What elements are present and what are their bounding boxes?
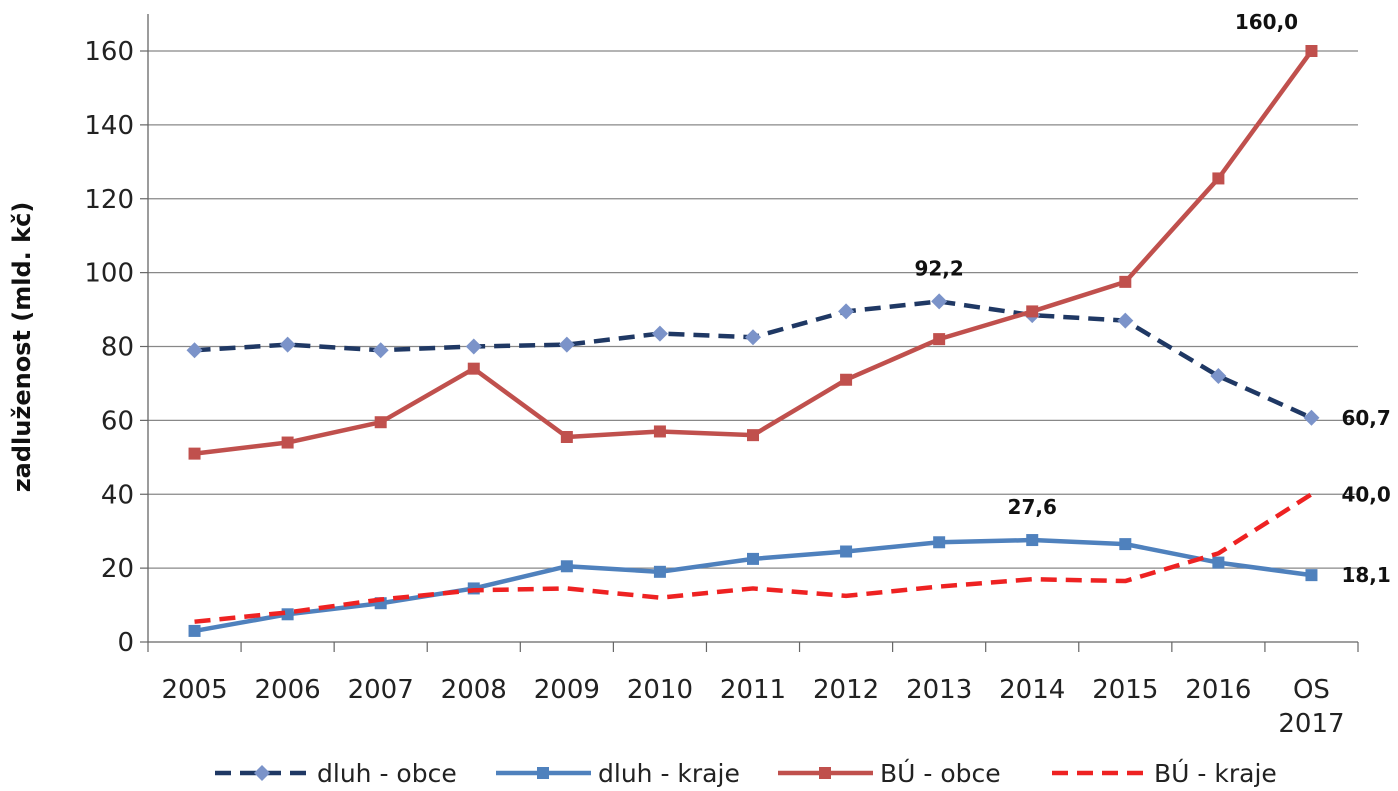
y-tick-label: 20 <box>101 554 134 584</box>
y-tick-label: 80 <box>101 333 134 363</box>
series-point <box>281 436 294 449</box>
y-axis-label: zadluženost (mld. kč) <box>8 202 36 493</box>
x-tick-label: 2010 <box>627 675 693 705</box>
series-point <box>1026 534 1039 547</box>
series-point <box>1117 312 1134 329</box>
series-point <box>374 416 387 429</box>
series-b-obce <box>188 45 1318 460</box>
series-b-kraje <box>194 492 1313 624</box>
series-point <box>467 362 480 375</box>
series-point <box>560 430 573 443</box>
x-tick-label: 2016 <box>1185 675 1251 705</box>
series-point <box>188 447 201 460</box>
y-tick-label: 40 <box>101 480 134 510</box>
series-point <box>653 425 666 438</box>
data-labels: 160,0 92,2 60,7 27,6 40,0 18,1 <box>914 10 1390 587</box>
series-point <box>747 552 759 565</box>
series-point <box>372 342 389 359</box>
series-point <box>186 342 203 359</box>
series-point <box>653 565 666 578</box>
x-tick-label: 2006 <box>255 675 321 705</box>
series-point <box>840 545 853 558</box>
legend-marker-point <box>254 765 270 781</box>
y-tick-label: 160 <box>84 37 134 67</box>
series-point <box>1119 275 1132 288</box>
legend-item: BÚ - obce <box>778 758 1001 788</box>
y-tick-label: 0 <box>117 628 134 658</box>
series-point <box>1305 569 1318 582</box>
y-tick-label: 140 <box>84 111 134 141</box>
y-tick-label: 120 <box>84 185 134 215</box>
axes <box>147 14 1358 643</box>
legend-label: BÚ - kraje <box>1154 758 1277 788</box>
data-label: 18,1 <box>1341 563 1390 587</box>
series-point <box>840 373 853 386</box>
y-axis-ticks: 0 20 40 60 80 100 120 140 160 <box>84 37 148 658</box>
series-point <box>933 333 946 346</box>
legend-label: dluh - kraje <box>598 759 740 788</box>
legend-label: BÚ - obce <box>880 758 1001 788</box>
series-point <box>465 338 482 355</box>
y-tick-label: 60 <box>101 406 134 436</box>
series-line <box>194 49 1314 456</box>
series-point <box>1026 305 1039 318</box>
legend-item: dluh - obce <box>215 759 457 788</box>
data-label: 160,0 <box>1235 10 1298 34</box>
x-tick-label: 2009 <box>534 675 600 705</box>
data-label: 60,7 <box>1341 406 1390 430</box>
series-point <box>745 329 761 346</box>
data-label: 40,0 <box>1341 482 1390 506</box>
series-point <box>747 429 759 442</box>
series-line <box>194 299 1313 420</box>
series-point <box>1305 45 1318 57</box>
legend-item: dluh - kraje <box>496 759 740 788</box>
series-point <box>651 325 668 342</box>
data-label: 27,6 <box>1008 495 1057 519</box>
series-dluh-kraje <box>188 534 1318 637</box>
y-tick-label: 100 <box>84 259 134 289</box>
series-point <box>188 624 201 637</box>
series-point <box>560 560 573 573</box>
x-axis-ticks: 2005 2006 2007 2008 2009 2010 2011 2012 2013 2014… <box>147 642 1359 739</box>
x-tick-label: 2007 <box>348 675 414 705</box>
series-line <box>194 492 1313 624</box>
data-label: 92,2 <box>914 256 963 280</box>
x-tick-label: 2015 <box>1092 675 1158 705</box>
series-point <box>1212 172 1225 185</box>
legend-marker-point <box>537 767 549 779</box>
legend-item: BÚ - kraje <box>1052 758 1277 788</box>
series-point <box>1303 409 1320 426</box>
series-point <box>1212 556 1225 569</box>
series-point <box>558 336 575 353</box>
gridlines <box>148 50 1358 569</box>
legend: dluh - obce dluh - kraje BÚ - obce BÚ - kra… <box>215 758 1277 788</box>
x-tick-label: 2013 <box>906 675 972 705</box>
series-dluh-obce <box>186 293 1320 426</box>
x-tick-label: 2008 <box>441 675 507 705</box>
series-point <box>838 303 855 320</box>
x-tick-label: 2005 <box>161 675 227 705</box>
series-point <box>1119 538 1132 551</box>
x-tick-label: 2014 <box>999 675 1065 705</box>
legend-label: dluh - obce <box>317 759 457 788</box>
x-tick-label: 2011 <box>720 675 786 705</box>
x-tick-label: 2012 <box>813 675 879 705</box>
series-point <box>1210 368 1227 385</box>
legend-marker-point <box>819 767 831 779</box>
series-group <box>186 45 1320 637</box>
x-tick-label: OS 2017 <box>1278 675 1344 739</box>
series-point <box>931 293 948 310</box>
series-point <box>933 536 946 549</box>
series-point <box>279 336 296 353</box>
